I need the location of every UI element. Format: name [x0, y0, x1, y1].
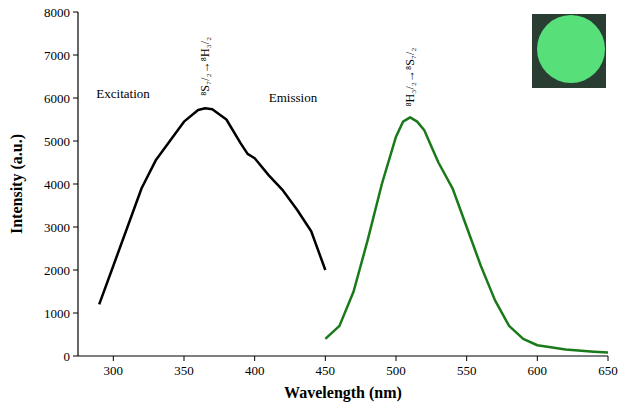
y-tick	[73, 227, 78, 228]
x-tick	[396, 356, 397, 361]
y-tick	[73, 270, 78, 271]
y-tick	[73, 184, 78, 185]
y-tick	[73, 141, 78, 142]
inset-glow	[537, 15, 605, 83]
x-tick	[537, 356, 538, 361]
inset-photo	[532, 14, 606, 88]
x-tick-label: 450	[316, 363, 336, 378]
x-tick	[254, 356, 255, 361]
annotation: ⁸S₇/₂→⁸H₃/₂	[198, 37, 212, 96]
y-tick	[73, 313, 78, 314]
x-tick-label: 550	[457, 363, 477, 378]
y-tick-label: 6000	[44, 91, 70, 106]
x-tick	[184, 356, 185, 361]
y-tick-label: 1000	[44, 306, 70, 321]
x-tick	[325, 356, 326, 361]
y-tick	[73, 98, 78, 99]
x-axis	[78, 355, 608, 356]
x-tick-label: 350	[174, 363, 194, 378]
y-tick-label: 3000	[44, 220, 70, 235]
y-tick	[73, 12, 78, 13]
x-axis-title: Wavelength (nm)	[284, 384, 402, 402]
x-tick-label: 400	[245, 363, 265, 378]
x-tick	[466, 356, 467, 361]
y-axis-title: Intensity (a.u.)	[8, 134, 26, 234]
x-tick-label: 500	[386, 363, 406, 378]
x-tick-label: 600	[528, 363, 548, 378]
annotation: Excitation	[96, 86, 150, 101]
y-tick-label: 7000	[44, 48, 70, 63]
annotation: Emission	[269, 90, 318, 105]
y-tick	[73, 55, 78, 56]
annotation: ⁸H₃/₂→⁸S₇/₂	[403, 47, 417, 106]
plot-area	[99, 108, 608, 352]
x-tick-label: 300	[104, 363, 124, 378]
x-tick	[608, 356, 609, 361]
chart: 300 350 400 450 500 550 600 650 0 1000 2000 3000 400…	[0, 0, 631, 415]
y-tick-label: 4000	[44, 177, 70, 192]
y-tick-label: 0	[64, 349, 71, 364]
y-tick-label: 8000	[44, 5, 70, 20]
x-tick	[113, 356, 114, 361]
series-line	[99, 108, 325, 304]
y-tick-label: 5000	[44, 134, 70, 149]
y-tick-label: 2000	[44, 263, 70, 278]
y-tick	[73, 356, 78, 357]
series-line	[325, 117, 608, 352]
x-tick-label: 650	[598, 363, 618, 378]
